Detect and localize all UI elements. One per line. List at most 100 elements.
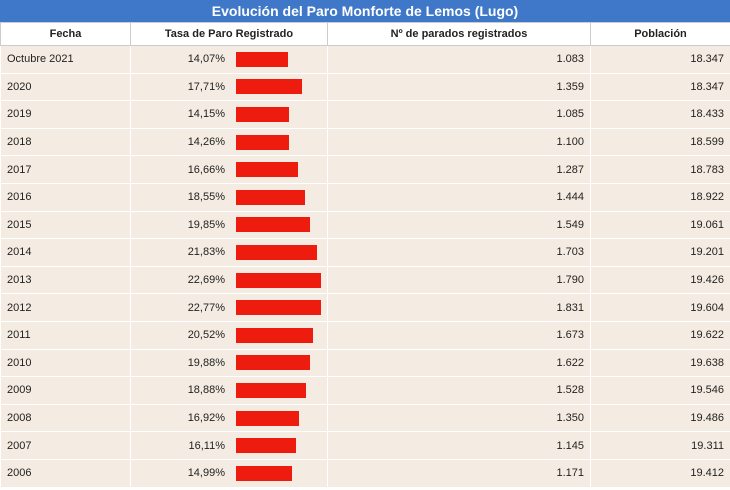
fecha-cell: 2012 xyxy=(0,293,131,322)
tasa-bar xyxy=(236,465,292,481)
poblacion-cell: 18.783 xyxy=(590,155,730,184)
poblacion-cell: 18.922 xyxy=(590,182,730,212)
parados-cell: 1.359 xyxy=(327,72,591,102)
tasa-bar xyxy=(236,355,311,371)
fecha-cell: 2007 xyxy=(0,431,131,460)
tasa-box: 18,55% xyxy=(137,189,321,205)
tasa-bar xyxy=(236,327,313,343)
table-row: 2014 21,83% 1.703 19.201 xyxy=(0,238,730,267)
table-title: Evolución del Paro Monforte de Lemos (Lu… xyxy=(0,0,730,22)
fecha-cell: 2017 xyxy=(0,155,131,184)
parados-cell: 1.350 xyxy=(327,403,591,433)
parados-cell: 1.549 xyxy=(327,210,591,240)
header-row: Fecha Tasa de Paro Registrado Nº de parado… xyxy=(0,22,730,46)
table-row: 2015 19,85% 1.549 19.061 xyxy=(0,210,730,240)
table-row: 2020 17,71% 1.359 18.347 xyxy=(0,72,730,102)
fecha-cell: Octubre 2021 xyxy=(0,45,131,74)
column-header: Fecha xyxy=(0,22,131,46)
tasa-box: 21,83% xyxy=(137,244,321,260)
tasa-label: 16,11% xyxy=(188,439,226,452)
tasa-box: 16,66% xyxy=(137,162,321,178)
tasa-label: 22,77% xyxy=(187,301,225,314)
table-row: 2018 14,26% 1.100 18.599 xyxy=(0,127,730,157)
poblacion-cell: 19.201 xyxy=(590,238,730,267)
parados-cell: 1.083 xyxy=(327,45,591,74)
tasa-cell: 16,92% xyxy=(130,403,328,433)
table-row: 2012 22,77% 1.831 19.604 xyxy=(0,293,730,322)
tasa-box: 19,85% xyxy=(137,217,321,233)
tasa-cell: 16,11% xyxy=(130,431,328,460)
tasa-label: 14,15% xyxy=(187,108,225,121)
poblacion-cell: 19.311 xyxy=(590,431,730,460)
tasa-cell: 16,66% xyxy=(130,155,328,184)
tasa-bar xyxy=(236,272,321,288)
column-header: Nº de parados registrados xyxy=(327,22,591,46)
poblacion-cell: 19.604 xyxy=(590,293,730,322)
fecha-cell: 2014 xyxy=(0,238,131,267)
parados-cell: 1.145 xyxy=(327,431,591,460)
table-body: Octubre 2021 14,07% 1.083 18.347 2020 17,71% 1… xyxy=(0,45,730,488)
poblacion-cell: 19.486 xyxy=(590,403,730,433)
tasa-box: 22,69% xyxy=(137,272,321,288)
poblacion-cell: 19.412 xyxy=(590,458,730,488)
tasa-box: 16,92% xyxy=(137,410,321,426)
poblacion-cell: 19.622 xyxy=(590,320,730,350)
tasa-label: 16,66% xyxy=(187,163,225,176)
poblacion-cell: 19.426 xyxy=(590,265,730,295)
table-row: 2008 16,92% 1.350 19.486 xyxy=(0,403,730,433)
tasa-bar xyxy=(236,382,307,398)
parados-cell: 1.100 xyxy=(327,127,591,157)
tasa-cell: 21,83% xyxy=(130,238,328,267)
column-header: Población xyxy=(590,22,730,46)
tasa-box: 22,77% xyxy=(137,300,321,316)
poblacion-cell: 18.347 xyxy=(590,45,730,74)
poblacion-cell: 19.638 xyxy=(590,348,730,378)
tasa-box: 14,26% xyxy=(137,134,321,150)
tasa-bar xyxy=(236,106,289,122)
fecha-cell: 2019 xyxy=(0,100,131,129)
table-row: 2013 22,69% 1.790 19.426 xyxy=(0,265,730,295)
tasa-box: 14,15% xyxy=(137,106,321,122)
fecha-cell: 2008 xyxy=(0,403,131,433)
parados-cell: 1.085 xyxy=(327,100,591,129)
table: Fecha Tasa de Paro Registrado Nº de parado… xyxy=(0,22,730,488)
tasa-bar xyxy=(236,438,297,454)
tasa-label: 20,52% xyxy=(187,329,225,342)
table-row: 2019 14,15% 1.085 18.433 xyxy=(0,100,730,129)
parados-cell: 1.673 xyxy=(327,320,591,350)
tasa-box: 17,71% xyxy=(137,79,321,95)
tasa-label: 14,07% xyxy=(187,53,225,66)
table-row: 2011 20,52% 1.673 19.622 xyxy=(0,320,730,350)
tasa-bar xyxy=(236,244,318,260)
tasa-cell: 18,88% xyxy=(130,376,328,405)
tasa-cell: 17,71% xyxy=(130,72,328,102)
tasa-label: 14,26% xyxy=(187,136,225,149)
tasa-box: 16,11% xyxy=(137,438,321,454)
tasa-cell: 20,52% xyxy=(130,320,328,350)
tasa-label: 18,55% xyxy=(187,191,225,204)
parados-cell: 1.287 xyxy=(327,155,591,184)
tasa-cell: 19,88% xyxy=(130,348,328,378)
tasa-box: 19,88% xyxy=(137,355,321,371)
table-row: 2007 16,11% 1.145 19.311 xyxy=(0,431,730,460)
tasa-label: 17,71% xyxy=(187,80,225,93)
tasa-box: 14,07% xyxy=(137,51,321,67)
parados-cell: 1.831 xyxy=(327,293,591,322)
parados-cell: 1.790 xyxy=(327,265,591,295)
table-row: 2006 14,99% 1.171 19.412 xyxy=(0,458,730,488)
fecha-cell: 2009 xyxy=(0,376,131,405)
poblacion-cell: 18.433 xyxy=(590,100,730,129)
tasa-label: 18,88% xyxy=(187,384,225,397)
tasa-cell: 22,77% xyxy=(130,293,328,322)
tasa-bar xyxy=(236,189,306,205)
fecha-cell: 2011 xyxy=(0,320,131,350)
tasa-box: 18,88% xyxy=(137,382,321,398)
fecha-cell: 2015 xyxy=(0,210,131,240)
poblacion-cell: 18.347 xyxy=(590,72,730,102)
fecha-cell: 2018 xyxy=(0,127,131,157)
tasa-label: 22,69% xyxy=(187,274,225,287)
fecha-cell: 2020 xyxy=(0,72,131,102)
parados-cell: 1.444 xyxy=(327,182,591,212)
tasa-cell: 14,26% xyxy=(130,127,328,157)
